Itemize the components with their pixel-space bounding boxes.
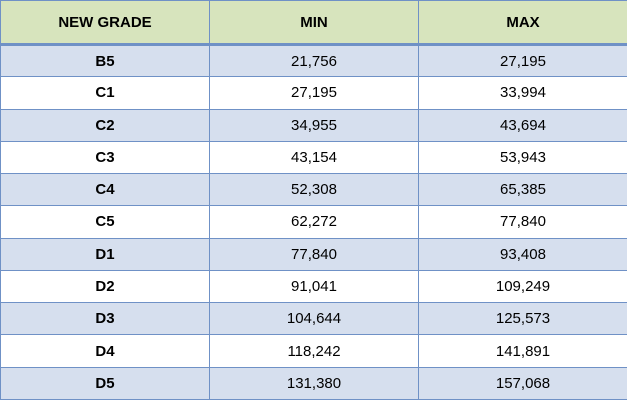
table-row: C3 43,154 53,943 [0,140,627,175]
grade-cell: D5 [0,366,210,400]
grade-cell: D3 [0,302,210,336]
table-row: C4 52,308 65,385 [0,173,627,207]
max-cell: 125,573 [418,302,627,336]
grade-cell: C5 [0,205,210,239]
grade-cell: D4 [0,334,210,368]
table-row: D2 91,041 109,249 [0,269,627,304]
min-cell: 21,756 [209,43,419,78]
table-row: C2 34,955 43,694 [0,108,627,142]
max-cell: 33,994 [418,76,627,110]
grade-cell: C1 [0,76,210,110]
grade-cell: D1 [0,237,210,271]
table-row: C5 62,272 77,840 [0,205,627,239]
header-min: MIN [209,0,419,46]
header-row: NEW GRADE MIN MAX [0,0,627,46]
grade-cell: C4 [0,173,210,207]
max-cell: 157,068 [418,366,627,400]
table-row: D1 77,840 93,408 [0,237,627,271]
table-row: D5 131,380 157,068 [0,366,627,400]
min-cell: 118,242 [209,334,419,368]
min-cell: 104,644 [209,302,419,336]
min-cell: 77,840 [209,237,419,271]
table-row: C1 27,195 33,994 [0,76,627,110]
table-body: B5 21,756 27,195 C1 27,195 33,994 C2 34,… [0,43,627,400]
grade-cell: B5 [0,43,210,78]
min-cell: 52,308 [209,173,419,207]
table-row: D4 118,242 141,891 [0,334,627,368]
max-cell: 77,840 [418,205,627,239]
max-cell: 109,249 [418,269,627,304]
max-cell: 43,694 [418,108,627,142]
max-cell: 141,891 [418,334,627,368]
table-row: B5 21,756 27,195 [0,43,627,78]
min-cell: 27,195 [209,76,419,110]
table-row: D3 104,644 125,573 [0,302,627,336]
grade-cell: C2 [0,108,210,142]
grade-cell: D2 [0,269,210,304]
grade-cell: C3 [0,140,210,175]
min-cell: 62,272 [209,205,419,239]
min-cell: 43,154 [209,140,419,175]
min-cell: 131,380 [209,366,419,400]
max-cell: 93,408 [418,237,627,271]
max-cell: 53,943 [418,140,627,175]
min-cell: 91,041 [209,269,419,304]
max-cell: 27,195 [418,43,627,78]
min-cell: 34,955 [209,108,419,142]
table-header: NEW GRADE MIN MAX [0,0,627,46]
max-cell: 65,385 [418,173,627,207]
header-new-grade: NEW GRADE [0,0,210,46]
header-max: MAX [418,0,627,46]
